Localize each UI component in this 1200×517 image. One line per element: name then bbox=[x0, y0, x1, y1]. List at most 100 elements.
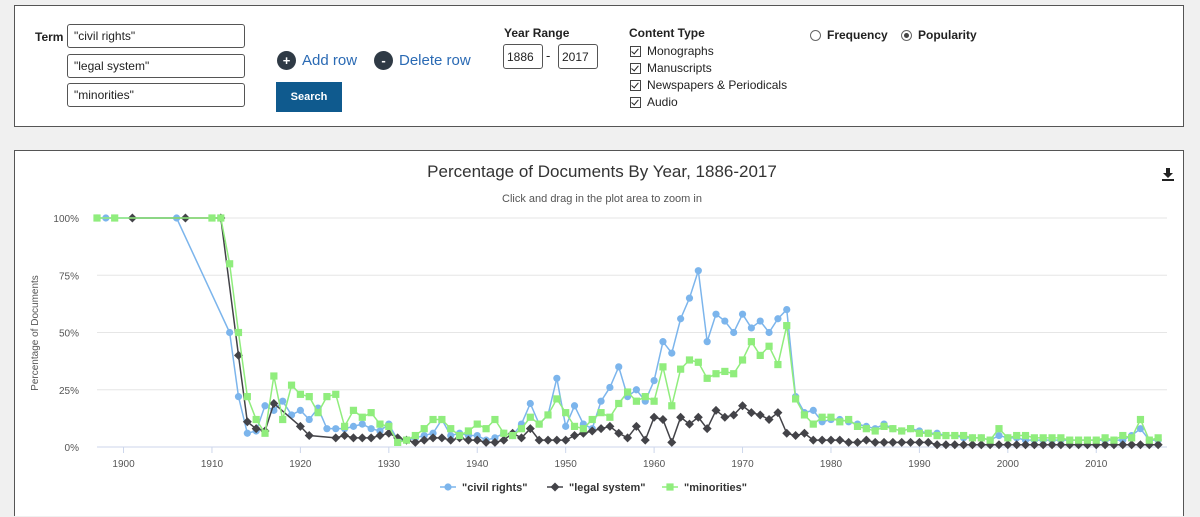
x-tick-label: 1940 bbox=[466, 459, 489, 470]
year-from-input[interactable] bbox=[503, 44, 543, 69]
term-input-1[interactable] bbox=[67, 24, 245, 48]
data-point bbox=[597, 397, 605, 405]
data-point bbox=[367, 409, 375, 417]
popularity-radio[interactable]: Popularity bbox=[901, 28, 977, 42]
year-to-input[interactable] bbox=[558, 44, 598, 69]
data-point bbox=[933, 431, 941, 440]
data-point bbox=[341, 422, 349, 430]
data-point bbox=[429, 415, 437, 424]
term-input-3[interactable] bbox=[67, 83, 245, 107]
search-panel: Term + Add row - Delete row Search Year … bbox=[14, 5, 1184, 127]
data-point bbox=[420, 425, 428, 433]
data-point bbox=[799, 428, 809, 438]
series-line bbox=[132, 217, 1159, 446]
radio-selected-icon[interactable] bbox=[901, 29, 912, 41]
data-point bbox=[464, 427, 473, 435]
x-tick-label: 1960 bbox=[643, 459, 666, 470]
data-point bbox=[782, 428, 792, 438]
data-point bbox=[243, 429, 251, 437]
data-point bbox=[473, 431, 481, 440]
data-point bbox=[684, 419, 694, 429]
legend-item-1: "legal system" bbox=[547, 482, 645, 494]
data-point bbox=[986, 436, 994, 444]
data-point bbox=[509, 431, 517, 440]
checkbox-checked-icon[interactable] bbox=[630, 45, 641, 57]
delete-row-button[interactable]: - Delete row bbox=[374, 51, 471, 70]
checkbox-checked-icon[interactable] bbox=[630, 62, 641, 74]
data-point bbox=[419, 435, 429, 445]
data-point bbox=[694, 267, 702, 275]
data-point bbox=[914, 437, 924, 447]
data-point bbox=[269, 398, 279, 408]
add-row-button[interactable]: + Add row bbox=[277, 51, 357, 70]
data-point bbox=[765, 342, 773, 350]
frequency-label: Frequency bbox=[827, 28, 888, 42]
download-icon[interactable] bbox=[1161, 167, 1175, 181]
data-point bbox=[279, 397, 287, 405]
data-point bbox=[596, 424, 606, 434]
data-point bbox=[960, 431, 968, 440]
data-point bbox=[1110, 436, 1118, 444]
series-line bbox=[97, 217, 1159, 444]
data-point bbox=[879, 437, 889, 447]
data-point bbox=[942, 431, 950, 440]
data-point bbox=[721, 317, 729, 325]
content-type-manuscripts[interactable]: Manuscripts bbox=[630, 61, 712, 75]
data-point bbox=[861, 435, 871, 445]
data-point bbox=[570, 402, 579, 410]
data-point bbox=[500, 429, 508, 437]
year-separator: - bbox=[546, 48, 551, 63]
chart-legend: "civil rights" "legal system" "minorities" bbox=[440, 482, 747, 494]
frequency-radio[interactable]: Frequency bbox=[810, 28, 888, 42]
data-point bbox=[553, 374, 561, 382]
data-point bbox=[817, 435, 827, 445]
data-point bbox=[1100, 440, 1110, 450]
data-point bbox=[490, 437, 500, 447]
data-point bbox=[730, 328, 738, 337]
data-point bbox=[606, 383, 614, 392]
content-type-label-newspapers: Newspapers & Periodicals bbox=[647, 78, 788, 92]
content-type-newspapers[interactable]: Newspapers & Periodicals bbox=[630, 78, 787, 92]
data-point bbox=[208, 214, 216, 222]
data-point bbox=[552, 435, 562, 445]
checkbox-checked-icon[interactable] bbox=[630, 79, 641, 91]
minus-icon: - bbox=[374, 51, 393, 70]
data-point bbox=[676, 412, 686, 422]
data-point bbox=[1057, 434, 1065, 442]
plus-icon: + bbox=[277, 51, 296, 70]
search-button[interactable]: Search bbox=[276, 82, 342, 112]
content-type-audio[interactable]: Audio bbox=[630, 95, 678, 109]
data-point bbox=[640, 435, 650, 445]
data-point bbox=[491, 415, 499, 424]
data-point bbox=[553, 395, 561, 403]
data-point bbox=[366, 433, 376, 443]
data-point bbox=[932, 440, 942, 450]
x-tick-label: 1910 bbox=[201, 459, 224, 470]
series-line bbox=[97, 217, 1159, 441]
data-point bbox=[702, 424, 712, 434]
content-type-label-monographs: Monographs bbox=[647, 44, 714, 58]
term-input-2[interactable] bbox=[67, 54, 245, 78]
data-point bbox=[906, 425, 915, 433]
legend-marker bbox=[444, 483, 452, 491]
data-point bbox=[570, 431, 580, 441]
y-tick-label: 75% bbox=[59, 271, 79, 282]
checkbox-checked-icon[interactable] bbox=[630, 96, 641, 108]
data-point bbox=[845, 415, 853, 424]
content-type-monographs[interactable]: Monographs bbox=[630, 44, 714, 58]
data-point bbox=[402, 436, 411, 444]
data-point bbox=[693, 412, 703, 422]
chart[interactable]: Percentage of Documents By Year, 1886-20… bbox=[15, 151, 1183, 517]
data-point bbox=[924, 429, 932, 437]
data-point bbox=[852, 437, 862, 447]
radio-unselected-icon[interactable] bbox=[810, 29, 821, 41]
legend-item-0: "civil rights" bbox=[440, 482, 527, 494]
data-point bbox=[995, 431, 1003, 440]
data-point bbox=[897, 437, 907, 447]
data-point bbox=[561, 435, 571, 445]
chart-title: Percentage of Documents By Year, 1886-20… bbox=[427, 162, 777, 181]
data-point bbox=[287, 381, 296, 389]
data-point bbox=[570, 422, 579, 430]
data-point bbox=[677, 315, 685, 323]
data-point bbox=[349, 422, 358, 430]
